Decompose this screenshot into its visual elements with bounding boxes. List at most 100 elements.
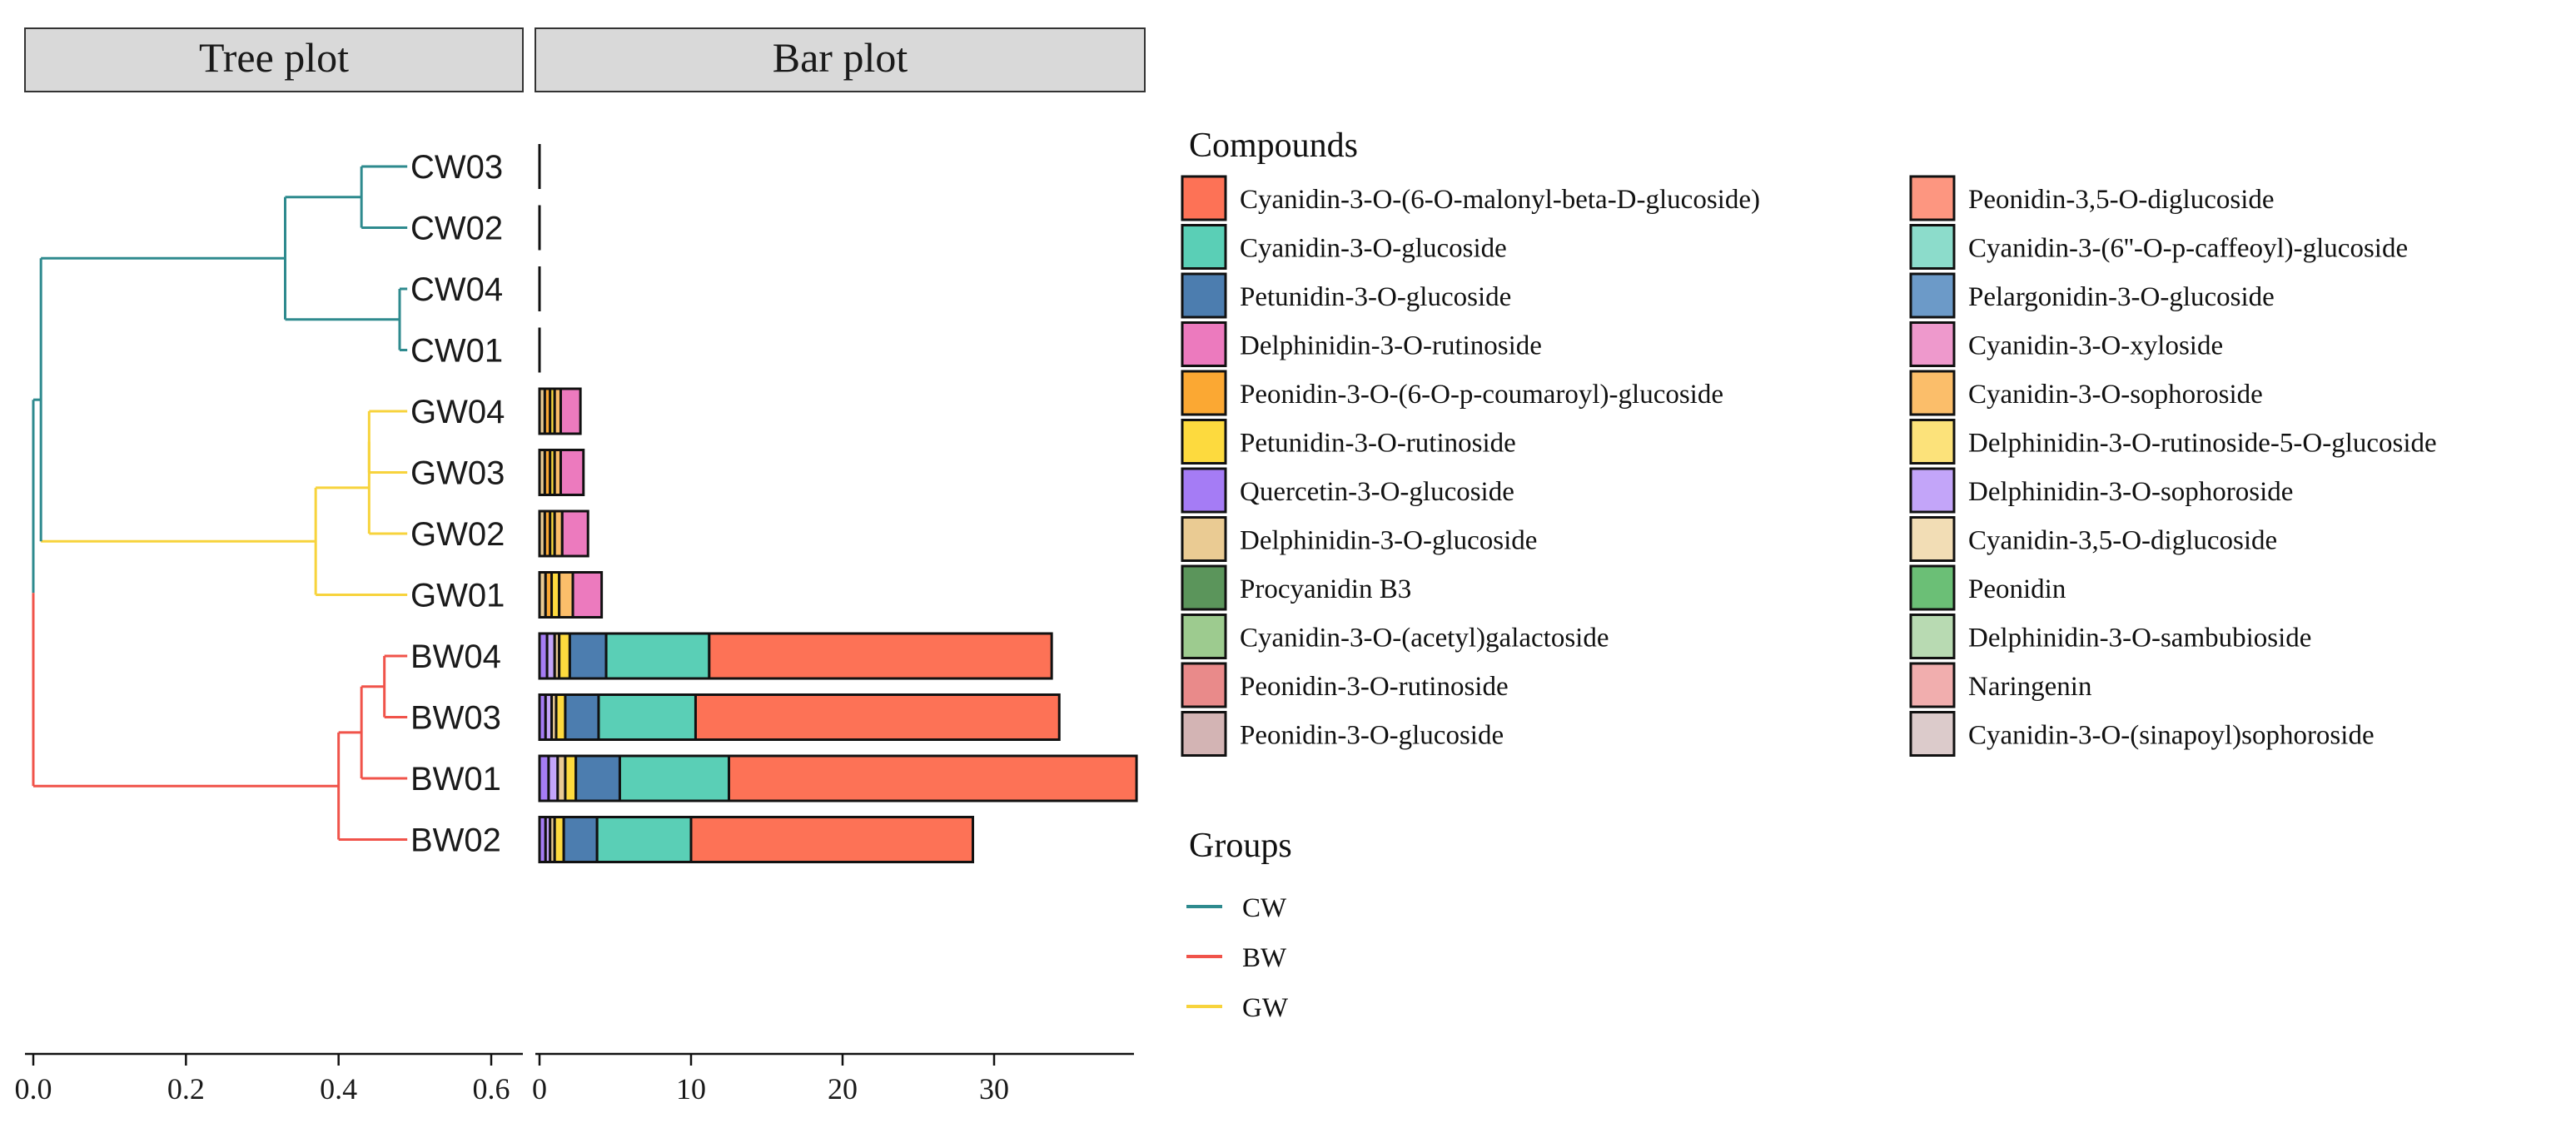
legend-label: Cyanidin-3-O-glucoside — [1240, 234, 1507, 264]
legend-label: Cyanidin-3-O-(6-O-malonyl-beta-D-glucosi… — [1240, 185, 1760, 215]
bar-segment — [689, 816, 975, 863]
legend-key — [1909, 272, 1956, 319]
legend-label: Petunidin-3-O-glucoside — [1240, 282, 1511, 312]
bar-segment — [558, 571, 574, 619]
leaf-label: GW04 — [410, 394, 505, 430]
bar-segment — [564, 693, 600, 741]
legend-label: Delphinidin-3-O-rutinoside-5-O-glucoside — [1968, 429, 2437, 459]
leaf-label: GW03 — [410, 455, 505, 492]
legend-label: Pelargonidin-3-O-glucoside — [1968, 282, 2275, 312]
legend-key — [1909, 419, 1956, 465]
legend-key — [1181, 370, 1227, 416]
legend-label: Cyanidin-3-(6''-O-p-caffeoyl)-glucoside — [1968, 234, 2408, 264]
legend-key — [1181, 662, 1227, 708]
leaf-label: GW02 — [410, 516, 505, 553]
groups-legend-title: Groups — [1189, 827, 1292, 865]
bar-tick-label: 10 — [676, 1072, 706, 1106]
bar-segment — [571, 571, 604, 619]
bar-tick-label: 20 — [828, 1072, 858, 1106]
legend-key — [1181, 224, 1227, 270]
tree-plot-title: Tree plot — [199, 34, 349, 81]
groups-legend: Groups CW BW GW — [1186, 827, 1292, 1023]
bar-segment — [595, 816, 693, 863]
tree-tick-label: 0.6 — [473, 1072, 510, 1106]
bar-segment — [558, 632, 571, 680]
bar-plot-strip: Bar plot — [535, 27, 1146, 92]
bar-tick-label: 0 — [532, 1072, 547, 1106]
bar-segment — [568, 632, 608, 680]
legend-key — [1909, 662, 1956, 708]
legend-key — [1909, 467, 1956, 514]
compounds-legend: Compounds Cyanidin-3-O-(6-O-malonyl-beta… — [1181, 127, 2437, 757]
legend-label: Delphinidin-3-O-rutinoside — [1240, 331, 1542, 361]
legend-key — [1909, 516, 1956, 562]
leaf-label: BW01 — [410, 761, 501, 798]
legend-key — [1181, 272, 1227, 319]
legend-key — [1181, 419, 1227, 465]
legend-key — [1181, 516, 1227, 562]
leaf-label: BW02 — [410, 822, 501, 859]
legend-key — [1909, 614, 1956, 659]
bar-plot-title: Bar plot — [773, 34, 908, 81]
legend-label: Quercetin-3-O-glucoside — [1240, 477, 1514, 507]
legend-key — [1181, 564, 1227, 611]
legend-key — [1181, 614, 1227, 659]
legend-label: Peonidin — [1968, 574, 2066, 604]
bar-segment — [538, 754, 550, 802]
legend-key — [1181, 175, 1227, 221]
bar-segment — [559, 387, 582, 435]
legend-label: Delphinidin-3-O-glucoside — [1240, 526, 1537, 556]
legend-label: Petunidin-3-O-rutinoside — [1240, 429, 1516, 459]
legend-key — [1909, 370, 1956, 416]
tree-plot-strip: Tree plot — [24, 27, 524, 92]
legend-label: Cyanidin-3-O-(acetyl)galactoside — [1240, 624, 1609, 653]
leaf-labels: CW03 CW02 CW04 CW01 GW04 GW03 GW02 GW01 BW04 BW03… — [410, 149, 505, 859]
legend-key — [1909, 564, 1956, 611]
legend-label: Peonidin-3-O-(6-O-p-coumaroyl)-glucoside — [1240, 380, 1723, 410]
bar-segment — [553, 816, 565, 863]
tree-tick-label: 0.2 — [167, 1072, 205, 1106]
group-legend-label: GW — [1242, 993, 1289, 1023]
legend-label: Peonidin-3-O-glucoside — [1240, 721, 1504, 751]
tree-tick-label: 0.0 — [15, 1072, 52, 1106]
leaf-label: CW03 — [410, 149, 503, 186]
legend-key — [1181, 467, 1227, 514]
bar-segment — [560, 509, 589, 558]
bar-segment — [547, 754, 559, 802]
leaf-label: BW04 — [410, 639, 501, 675]
tree-tick-label: 0.4 — [320, 1072, 357, 1106]
legend-key — [1909, 711, 1956, 757]
bar-segment — [562, 816, 599, 863]
bar-segment — [708, 632, 1053, 680]
leaf-label: GW01 — [410, 578, 505, 614]
bar-segment — [574, 754, 621, 802]
bar-segment — [694, 693, 1061, 741]
bar-segment — [554, 693, 567, 741]
leaf-label: CW01 — [410, 333, 503, 370]
legend-key — [1181, 711, 1227, 757]
legend-label: Cyanidin-3,5-O-diglucoside — [1968, 526, 2277, 556]
legend-label: Delphinidin-3-O-sambubioside — [1968, 624, 2311, 653]
leaf-label: BW03 — [410, 700, 501, 737]
legend-label: Delphinidin-3-O-sophoroside — [1968, 477, 2293, 507]
tree-x-axis: 0.0 0.2 0.4 0.6 — [15, 1052, 523, 1106]
bar-x-axis: 0 10 20 30 — [532, 1052, 1134, 1106]
legend-label: Procyanidin B3 — [1240, 574, 1411, 604]
legend-key — [1909, 175, 1956, 221]
legend-label: Cyanidin-3-O-xyloside — [1968, 331, 2223, 361]
bar-segment — [728, 754, 1138, 802]
legend-label: Cyanidin-3-O-(sinapoyl)sophoroside — [1968, 721, 2375, 751]
dendrogram — [32, 165, 408, 841]
bar-segment — [559, 449, 585, 496]
leaf-label: CW04 — [410, 271, 503, 308]
bar-segment — [564, 754, 578, 802]
stacked-bars — [538, 144, 1138, 863]
leaf-label: CW02 — [410, 211, 503, 247]
legend-key — [1181, 321, 1227, 367]
legend-key — [1909, 224, 1956, 270]
bar-segment — [604, 632, 711, 680]
bar-segment — [618, 754, 731, 802]
bar-segment — [597, 693, 697, 741]
bar-tick-label: 30 — [979, 1072, 1009, 1106]
